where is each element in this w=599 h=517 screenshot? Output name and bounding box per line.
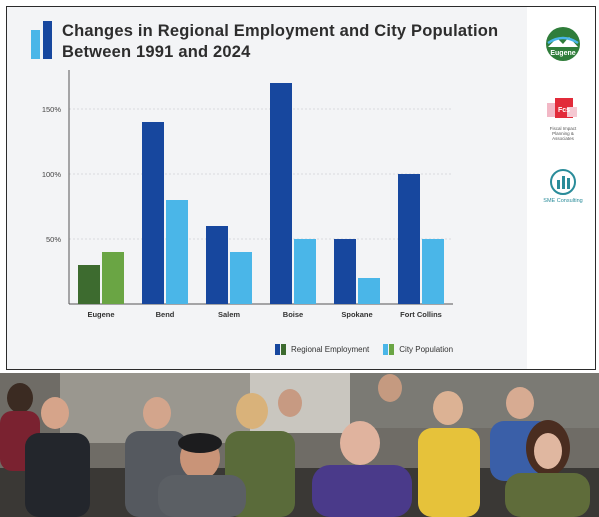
sme-logo-icon	[550, 169, 576, 195]
audience-video-icon	[0, 373, 599, 517]
sme-logo-text: SME Consulting	[543, 198, 583, 204]
y-tick-label: 150%	[42, 105, 62, 114]
presentation-slide: Changes in Regional Employment and City …	[6, 6, 596, 370]
bar	[166, 200, 188, 304]
bar	[398, 174, 420, 304]
title-accent-light	[31, 30, 40, 59]
y-tick-label: 50%	[46, 235, 61, 244]
svg-text:Fcs: Fcs	[558, 107, 570, 114]
x-tick-label: Boise	[283, 310, 303, 319]
fcs-logo-subtext: Fiscal Impact Planning & Associates	[549, 126, 577, 141]
x-tick-label: Eugene	[87, 310, 114, 319]
legend-swatch-light	[383, 344, 389, 355]
bar	[206, 226, 228, 304]
bar	[294, 239, 316, 304]
legend-label: City Population	[399, 345, 454, 354]
chart-title: Changes in Regional Employment and City …	[62, 22, 499, 61]
fcs-logo-icon: Fcs	[547, 98, 577, 118]
chart-legend: Regional Employment City Population	[275, 344, 467, 355]
legend-swatch-green	[281, 344, 286, 355]
bar	[102, 252, 124, 304]
bar	[78, 265, 100, 304]
x-tick-label: Salem	[218, 310, 240, 319]
svg-text:Eugene: Eugene	[550, 50, 575, 57]
bar	[230, 252, 252, 304]
x-tick-label: Bend	[156, 310, 175, 319]
eugene-logo-icon: Eugene	[546, 27, 580, 61]
eugene-logo: Eugene	[544, 25, 582, 63]
bar	[358, 278, 380, 304]
legend-swatch-dark	[275, 344, 280, 355]
x-tick-label: Spokane	[341, 310, 372, 319]
bar	[334, 239, 356, 304]
fcs-logo: Fcs Fiscal Impact Planning & Associates	[541, 95, 585, 141]
legend-item-city-population: City Population	[383, 344, 453, 355]
bar	[422, 239, 444, 304]
logo-panel	[527, 7, 595, 369]
y-tick-label: 100%	[42, 170, 62, 179]
x-tick-label: Fort Collins	[400, 310, 442, 319]
legend-label: Regional Employment	[291, 345, 370, 354]
audience-video	[0, 373, 599, 517]
title-accent-dark	[43, 21, 52, 59]
bar-chart: 50% 100% 150% Eugene Bend Salem Boise Spokane Fo…	[42, 70, 453, 319]
sme-logo: SME Consulting	[538, 167, 588, 209]
bar	[270, 83, 292, 304]
legend-swatch-lightgreen	[389, 344, 395, 355]
legend-item-regional-employment: Regional Employment	[275, 344, 369, 355]
bar	[142, 122, 164, 304]
